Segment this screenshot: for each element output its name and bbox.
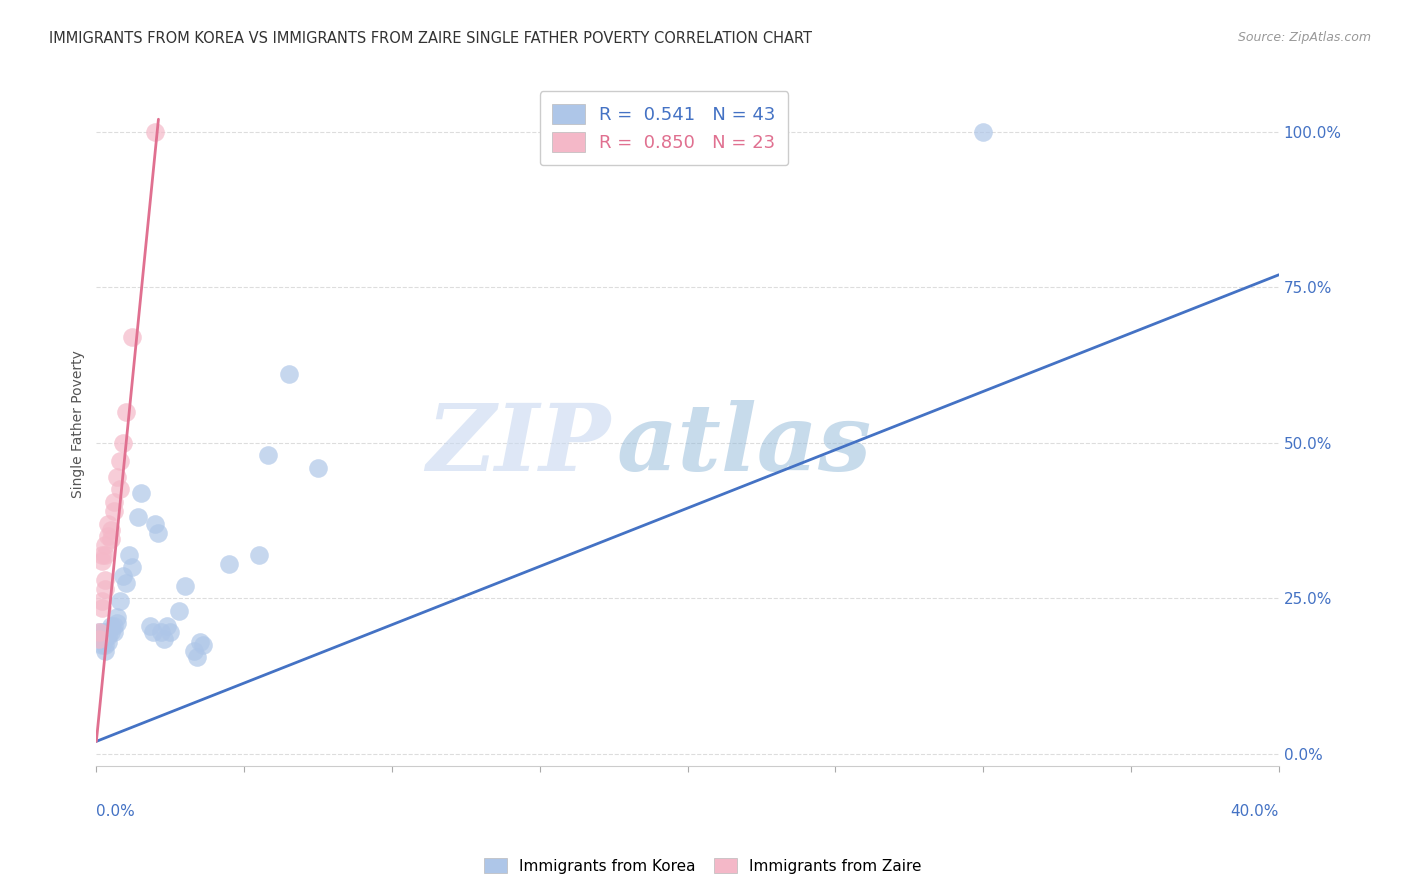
Point [97, 629, 120, 643]
Point [111, 569, 134, 583]
Legend: R =  0.541   N = 43, R =  0.850   N = 23: R = 0.541 N = 43, R = 0.850 N = 23 [540, 91, 789, 165]
Point [148, 525, 170, 540]
Point [94, 644, 117, 658]
Text: 0.0%: 0.0% [97, 804, 135, 819]
Point [111, 435, 134, 450]
Point [105, 470, 128, 484]
Point [91, 600, 114, 615]
Point [183, 644, 205, 658]
Point [91, 594, 114, 608]
Point [97, 516, 120, 531]
Point [118, 548, 141, 562]
Point [150, 625, 173, 640]
Point [89, 625, 111, 640]
Point [91, 554, 114, 568]
Point [94, 573, 117, 587]
Legend: Immigrants from Korea, Immigrants from Zaire: Immigrants from Korea, Immigrants from Z… [478, 852, 928, 880]
Text: Source: ZipAtlas.com: Source: ZipAtlas.com [1237, 31, 1371, 45]
Point [188, 635, 211, 649]
Point [105, 616, 128, 631]
Point [121, 330, 143, 344]
Point [972, 125, 994, 139]
Point [121, 560, 143, 574]
Point [129, 485, 152, 500]
Point [307, 460, 329, 475]
Point [115, 575, 138, 590]
Point [108, 483, 131, 497]
Point [100, 619, 122, 633]
Point [247, 548, 270, 562]
Text: ZIP: ZIP [426, 400, 610, 490]
Point [103, 495, 125, 509]
Point [97, 529, 120, 543]
Point [186, 650, 208, 665]
Point [89, 632, 111, 646]
Point [105, 610, 128, 624]
Point [91, 548, 114, 562]
Point [156, 619, 179, 633]
Point [218, 557, 240, 571]
Point [94, 538, 117, 552]
Point [127, 510, 149, 524]
Point [145, 125, 167, 139]
Point [100, 625, 122, 640]
Point [256, 448, 278, 462]
Point [91, 632, 114, 646]
Point [191, 638, 214, 652]
Point [108, 594, 131, 608]
Point [94, 625, 117, 640]
Point [167, 604, 190, 618]
Point [89, 625, 111, 640]
Point [115, 404, 138, 418]
Point [91, 625, 114, 640]
Point [141, 625, 163, 640]
Text: atlas: atlas [617, 400, 872, 490]
Point [94, 548, 117, 562]
Point [277, 368, 299, 382]
Point [94, 638, 117, 652]
Point [103, 625, 125, 640]
Point [100, 523, 122, 537]
Point [103, 504, 125, 518]
Point [108, 454, 131, 468]
Text: IMMIGRANTS FROM KOREA VS IMMIGRANTS FROM ZAIRE SINGLE FATHER POVERTY CORRELATION: IMMIGRANTS FROM KOREA VS IMMIGRANTS FROM… [49, 31, 813, 46]
Point [97, 635, 120, 649]
Point [138, 619, 160, 633]
Point [145, 516, 167, 531]
Point [100, 532, 122, 546]
Point [94, 582, 117, 596]
Text: 40.0%: 40.0% [1230, 804, 1279, 819]
Point [94, 632, 117, 646]
Point [153, 632, 176, 646]
Y-axis label: Single Father Poverty: Single Father Poverty [72, 351, 86, 498]
Point [174, 579, 197, 593]
Point [91, 638, 114, 652]
Point [159, 625, 181, 640]
Point [103, 619, 125, 633]
